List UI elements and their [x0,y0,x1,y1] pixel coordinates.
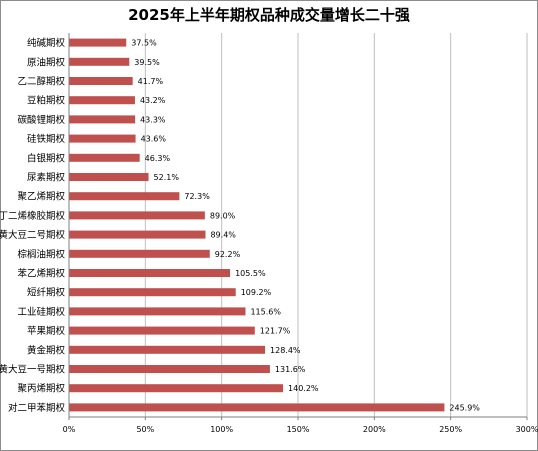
value-label: 89.4% [210,231,236,240]
category-label: 棕榈油期权 [17,248,65,260]
value-label: 39.5% [134,58,160,67]
bar [69,134,136,143]
chart-title: 2025年上半年期权品种成交量增长二十强 [128,6,410,24]
bar [69,192,180,201]
category-label: 豆粕期权 [27,95,66,107]
x-tick-label: 50% [136,425,154,434]
value-label: 115.6% [250,307,281,316]
bar [69,153,140,162]
bar [69,38,127,47]
value-label: 245.9% [449,403,480,412]
category-label: 短纤期权 [27,287,66,299]
category-label: 黄金期权 [27,344,66,356]
category-label: 尿素期权 [27,172,66,184]
value-labels: 37.5% 39.5% 41.7% 43.2% 43.3% 43.6% 46.3% 52.1%… [131,39,480,413]
bar [69,269,231,277]
value-label: 43.2% [140,96,166,105]
category-label: 苹果期权 [27,325,66,337]
bar [69,115,136,124]
bar [69,230,206,239]
bar [69,57,130,66]
category-label: 丁二烯橡胶期权 [0,210,65,222]
value-label: 109.2% [241,288,272,297]
x-tick-label: 150% [287,425,310,434]
x-tick-label: 0% [63,425,76,434]
x-axis: 0% 50% 100% 150% 200% 250% 300% [63,33,538,434]
bar [69,288,236,297]
category-label: 原油期权 [27,56,66,68]
gridlines [68,33,528,417]
category-label: 纯碱期权 [27,37,66,49]
x-tick-label: 250% [439,425,462,434]
category-label: 工业硅期权 [17,306,65,318]
value-label: 43.3% [140,115,166,124]
bar [69,384,284,393]
x-tick-label: 100% [210,425,233,434]
value-label: 105.5% [235,269,266,278]
x-tick-label: 200% [363,425,386,434]
category-labels: 纯碱期权原油期权乙二醇期权豆粕期权碳酸锂期权硅铁期权白银期权尿素期权聚乙烯期权丁… [0,37,65,414]
value-label: 131.6% [275,365,306,374]
category-label: 黄大豆一号期权 [0,364,65,376]
bars [69,38,445,412]
value-label: 92.2% [215,250,241,259]
value-label: 52.1% [154,173,180,182]
category-label: 乙二醇期权 [17,76,65,88]
bar [69,77,133,85]
value-label: 140.2% [288,384,319,393]
category-label: 碳酸锂期权 [17,114,65,126]
value-label: 128.4% [270,346,301,355]
category-label: 黄大豆二号期权 [0,229,65,241]
bar [69,307,246,316]
value-label: 41.7% [138,77,164,86]
value-label: 43.6% [141,135,167,144]
value-label: 37.5% [131,39,157,48]
category-label: 苯乙烯期权 [17,268,65,280]
category-label: 聚丙烯期权 [17,383,65,395]
value-label: 46.3% [145,154,171,163]
category-label: 对二甲苯期权 [8,402,66,414]
bar [69,365,270,373]
category-label: 聚乙烯期权 [17,191,65,203]
bar [69,345,266,354]
x-tick-label: 300% [516,425,538,434]
category-label: 白银期权 [27,152,66,164]
bar [69,326,255,335]
value-label: 121.7% [260,327,291,336]
value-label: 89.0% [210,211,236,220]
value-label: 72.3% [184,192,210,201]
category-label: 硅铁期权 [27,133,66,145]
bar [69,173,149,181]
bar [69,249,210,258]
bar [69,96,135,105]
bar [69,211,205,220]
bar [69,403,445,412]
